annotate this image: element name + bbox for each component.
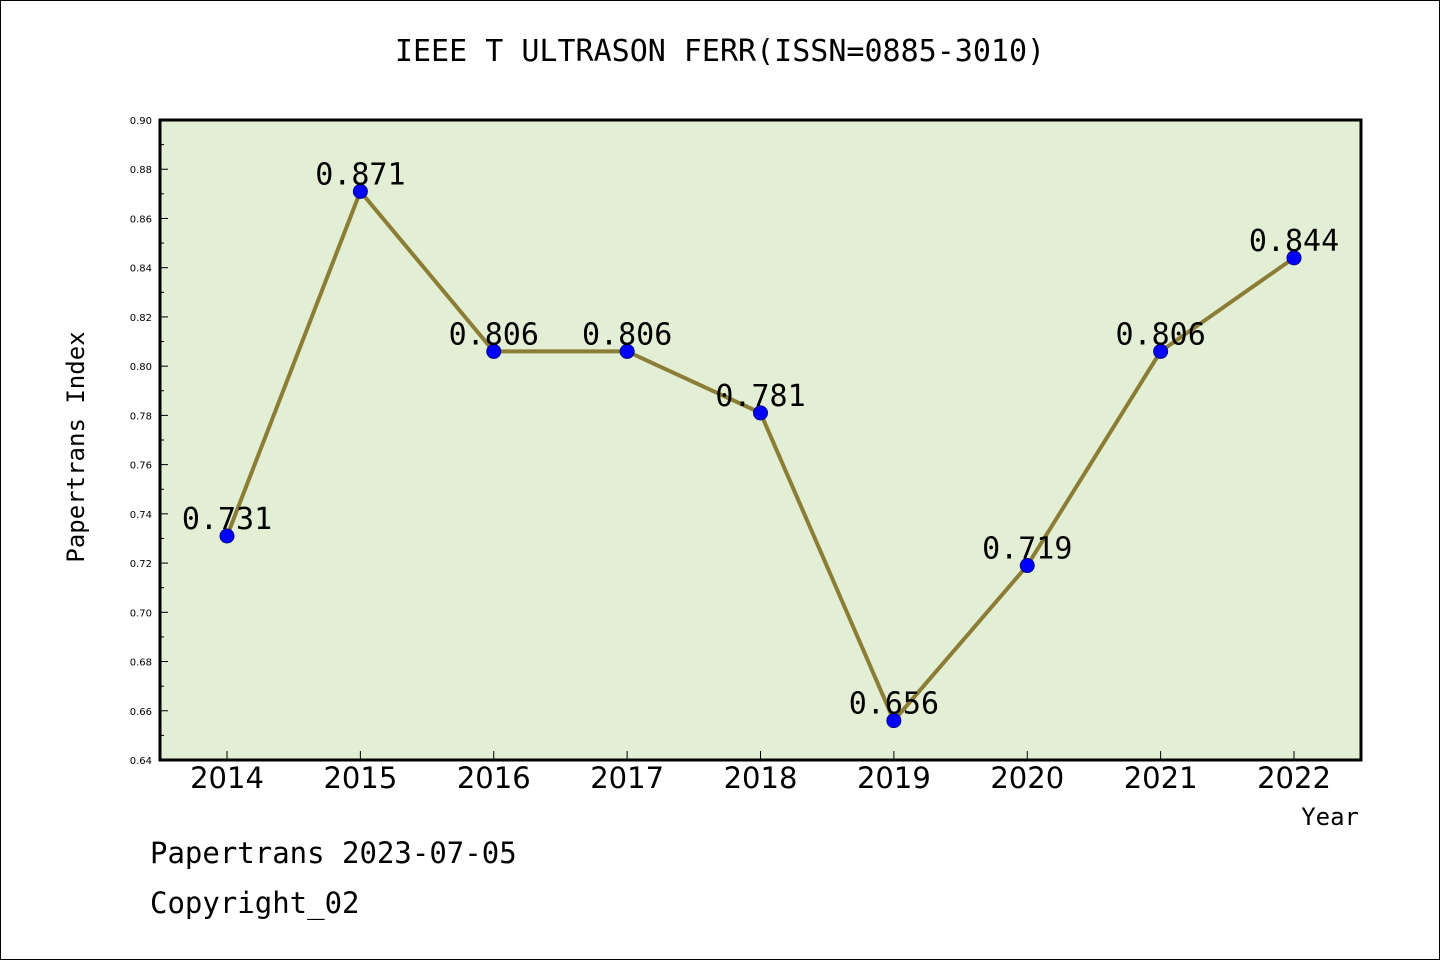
- plot-area: [158, 118, 1363, 762]
- data-point: [619, 343, 635, 359]
- x-tick-label: 2017: [590, 761, 664, 795]
- data-point: [486, 343, 502, 359]
- x-tick-label: 2021: [1124, 761, 1198, 795]
- data-point: [352, 183, 368, 199]
- chart-title: IEEE T ULTRASON FERR(ISSN=0885-3010): [394, 34, 1046, 69]
- y-tick-label: 0.66: [130, 707, 152, 718]
- y-tick-label: 0.72: [130, 559, 152, 570]
- data-point: [219, 528, 235, 544]
- x-tick-label: 2018: [724, 761, 798, 795]
- data-label: 0.781: [715, 379, 805, 414]
- data-point: [886, 713, 902, 729]
- x-tick-label: 2019: [857, 761, 931, 795]
- footer-date: Papertrans 2023-07-05: [150, 836, 517, 870]
- x-tick-label: 2016: [457, 761, 531, 795]
- data-label: 0.844: [1249, 224, 1339, 259]
- data-label: 0.806: [449, 317, 539, 352]
- data-label: 0.806: [1115, 317, 1205, 352]
- y-axis-label: Papertrans Index: [62, 331, 90, 562]
- data-point: [753, 405, 768, 421]
- y-tick-label: 0.88: [130, 165, 152, 176]
- x-tick-label: 2015: [323, 761, 397, 795]
- x-tick-label: 2020: [990, 761, 1064, 795]
- x-tick-label: 2022: [1257, 761, 1331, 795]
- y-tick-label: 0.86: [130, 214, 152, 225]
- y-tick-label: 0.74: [130, 510, 152, 521]
- data-point: [1019, 558, 1035, 574]
- data-label: 0.656: [849, 687, 939, 722]
- data-label: 0.731: [182, 502, 272, 537]
- data-label: 0.719: [982, 532, 1072, 567]
- data-point: [1286, 250, 1302, 266]
- x-tick-label: 2014: [190, 761, 264, 795]
- y-tick-label: 0.76: [130, 461, 152, 472]
- data-label: 0.806: [582, 317, 672, 352]
- data-point: [1153, 343, 1169, 359]
- x-axis-label: Year: [1301, 803, 1359, 831]
- y-tick-label: 0.70: [130, 608, 152, 619]
- data-points: [219, 183, 1302, 729]
- y-axis-ticks: 0.64 0.66 0.68 0.70 0.72 0.74 0.76 0.78 0.80 0.82…: [130, 116, 168, 767]
- y-tick-label: 0.84: [130, 264, 152, 275]
- y-tick-label: 0.68: [130, 658, 152, 669]
- footer-copyright: Copyright_02: [150, 886, 360, 920]
- y-tick-label: 0.82: [130, 313, 152, 324]
- y-tick-label: 0.80: [130, 362, 152, 373]
- x-axis-ticks: 2014 2015 2016 2017 2018 2019 2020 2021 2022: [190, 751, 1331, 795]
- data-labels: 0.731 0.871 0.806 0.806 0.781 0.656 0.719 0.806…: [182, 157, 1339, 721]
- y-tick-label: 0.78: [130, 411, 152, 422]
- y-tick-label: 0.64: [130, 756, 152, 767]
- data-label: 0.871: [315, 157, 405, 192]
- y-tick-label: 0.90: [130, 116, 152, 127]
